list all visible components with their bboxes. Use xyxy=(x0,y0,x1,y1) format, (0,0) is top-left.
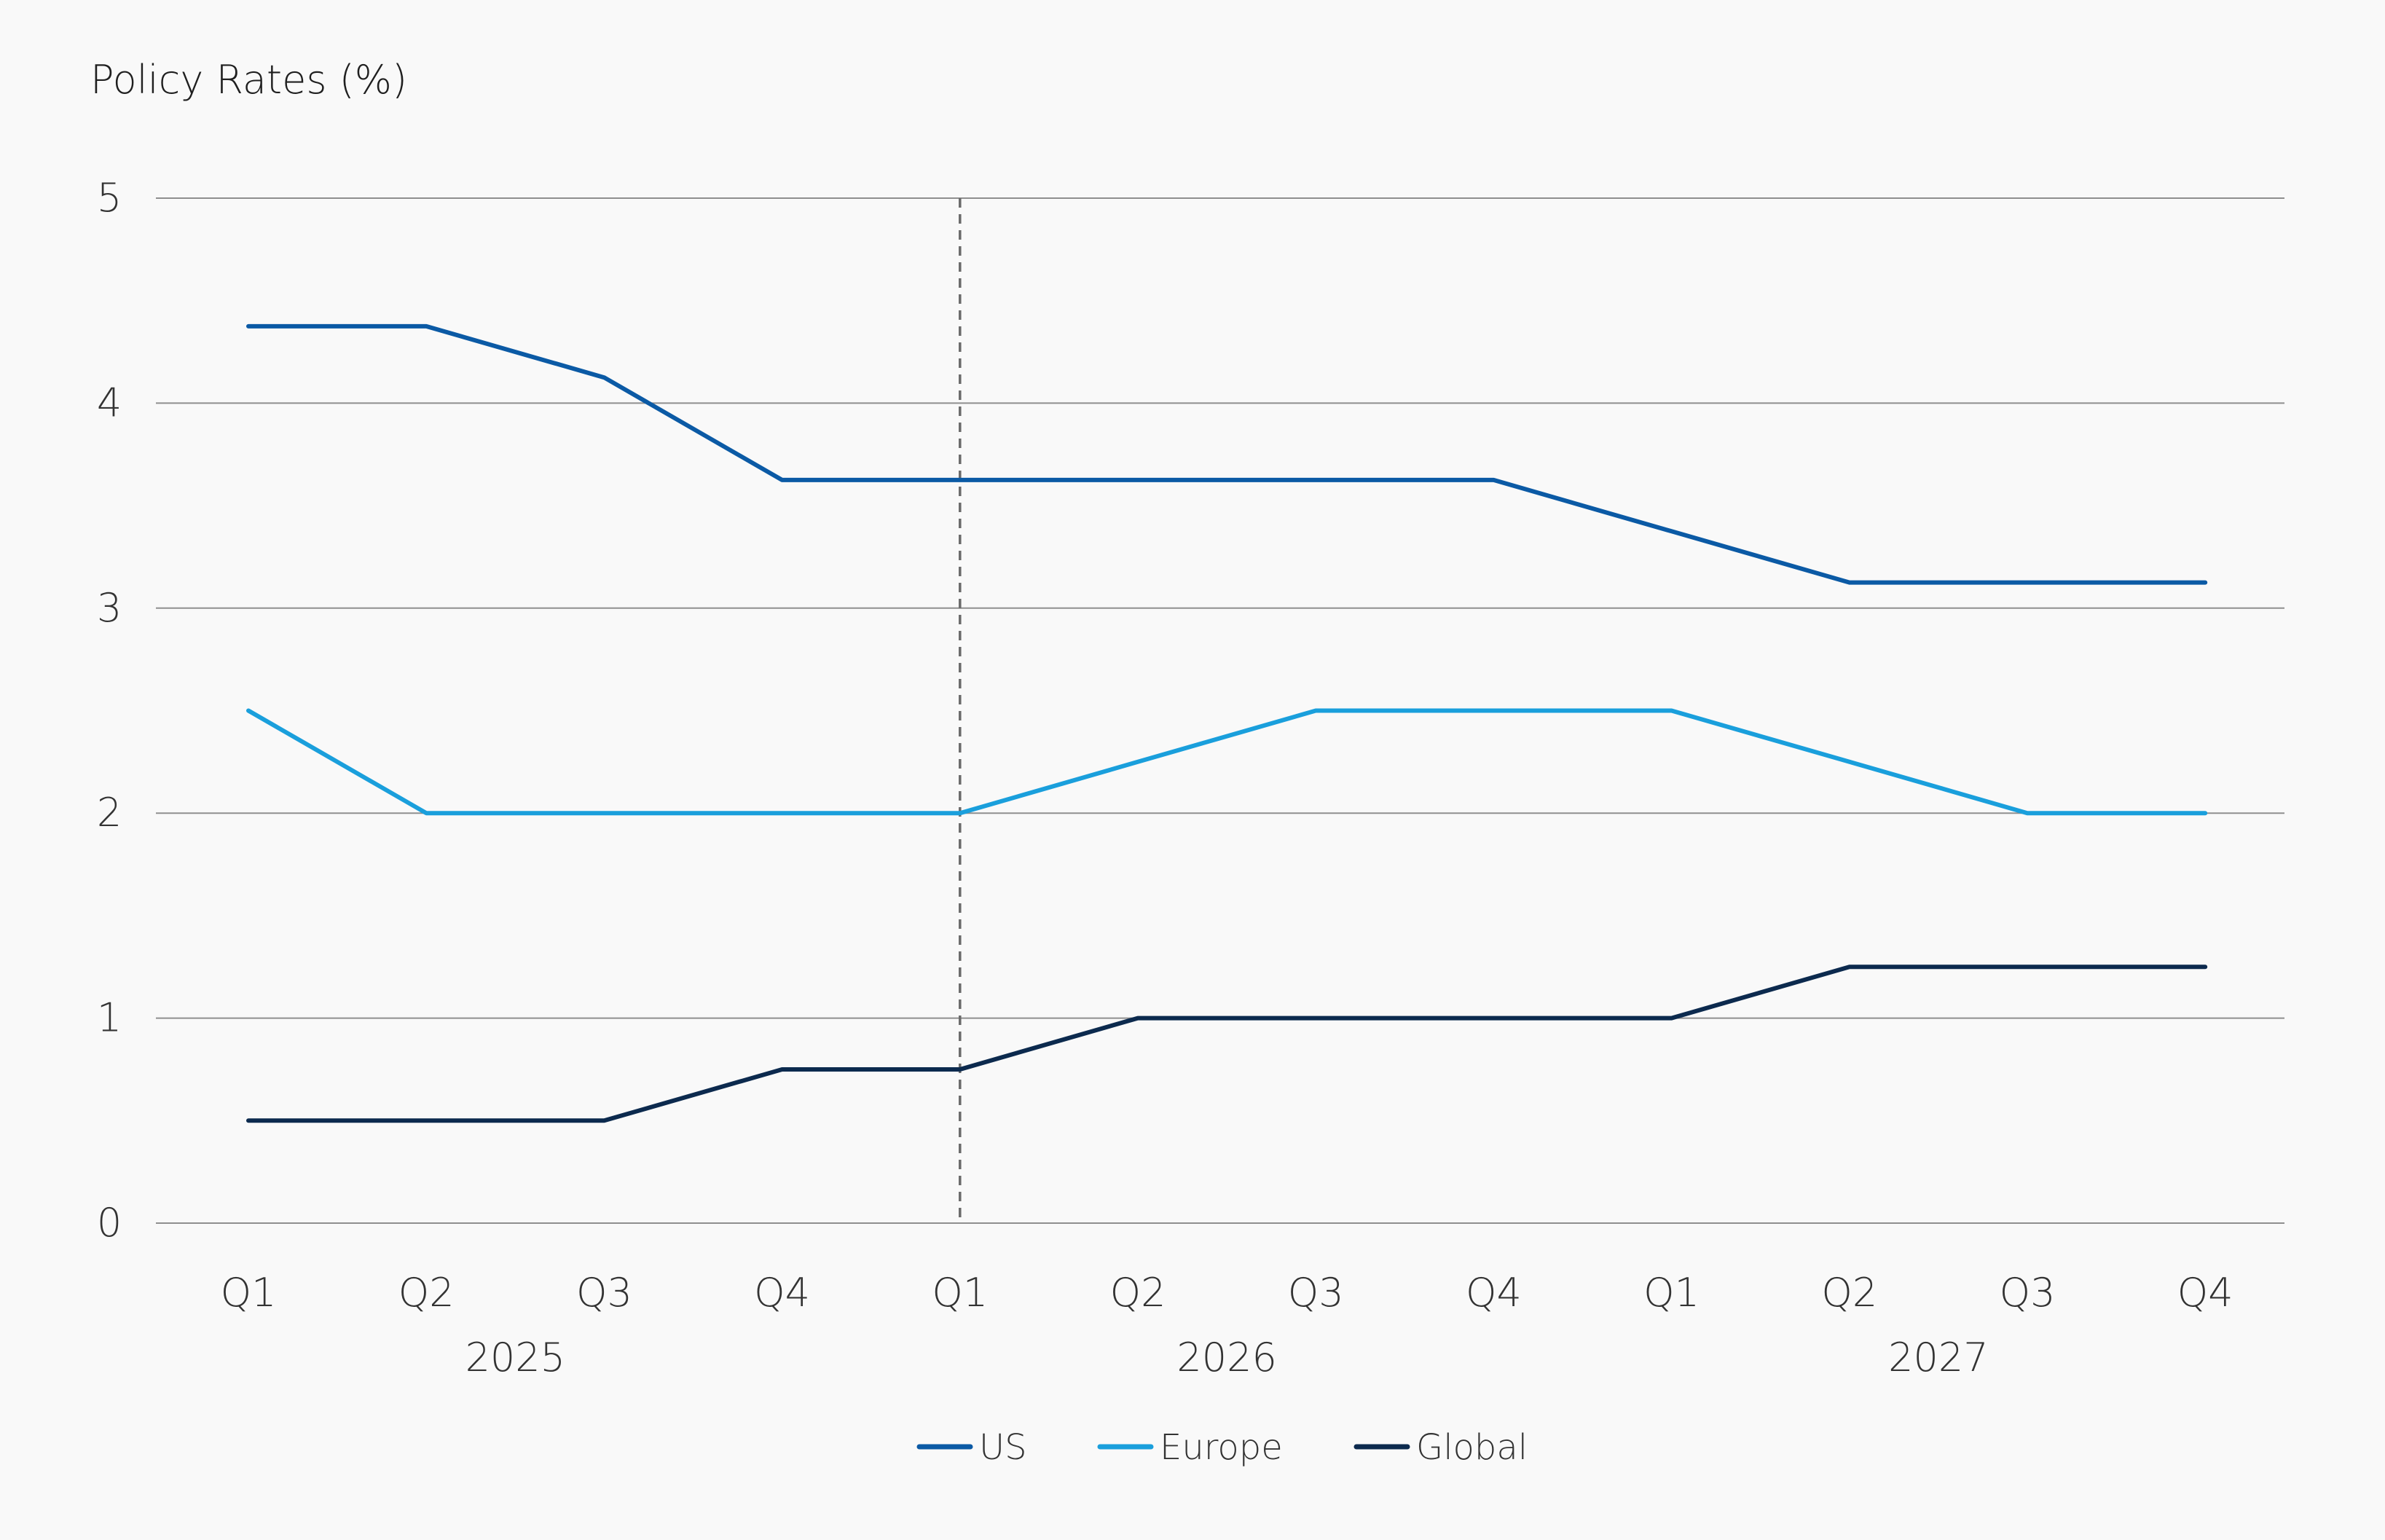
y-axis: 0 1 2 3 4 5 xyxy=(97,175,122,1246)
legend-label-europe: Europe xyxy=(1160,1427,1283,1468)
x-tick-label: Q2 xyxy=(1821,1270,1877,1316)
x-tick-label: Q1 xyxy=(1643,1270,1700,1316)
legend-label-global: Global xyxy=(1416,1427,1528,1468)
x-tick-label: Q4 xyxy=(754,1270,810,1316)
series-line-europe xyxy=(246,708,2208,816)
x-tick-label: Q3 xyxy=(1288,1270,1344,1316)
x-tick-label: Q2 xyxy=(398,1270,455,1316)
x-tick-label: Q2 xyxy=(1110,1270,1166,1316)
gridlines xyxy=(156,197,2284,1224)
year-label-2025: 2025 xyxy=(465,1335,565,1380)
series-line-us xyxy=(246,323,2208,585)
y-tick-label: 0 xyxy=(97,1200,122,1246)
x-tick-label: Q3 xyxy=(576,1270,632,1316)
x-tick-label: Q3 xyxy=(2000,1270,2056,1316)
x-axis: Q1 Q2 Q3 Q4 Q1 Q2 Q3 Q4 Q1 Q2 Q3 Q4 xyxy=(221,1270,2233,1316)
chart-title: Policy Rates (%) xyxy=(90,57,407,103)
legend: US Europe Global xyxy=(916,1427,1528,1468)
x-tick-label: Q1 xyxy=(221,1270,277,1316)
x-tick-label: Q1 xyxy=(932,1270,988,1316)
x-tick-label: Q4 xyxy=(2177,1270,2233,1316)
y-tick-label: 4 xyxy=(97,380,122,425)
y-tick-label: 2 xyxy=(97,790,122,836)
series-lines xyxy=(246,323,2208,1123)
year-label-2026: 2026 xyxy=(1176,1335,1276,1380)
year-label-2027: 2027 xyxy=(1888,1335,1988,1380)
x-tick-label: Q4 xyxy=(1466,1270,1522,1316)
legend-label-us: US xyxy=(979,1427,1027,1468)
y-tick-label: 5 xyxy=(97,175,122,221)
series-line-global xyxy=(246,965,2208,1123)
y-tick-label: 3 xyxy=(97,585,122,631)
y-tick-label: 1 xyxy=(97,995,122,1041)
year-labels: 2025 2026 2027 xyxy=(465,1335,1989,1380)
